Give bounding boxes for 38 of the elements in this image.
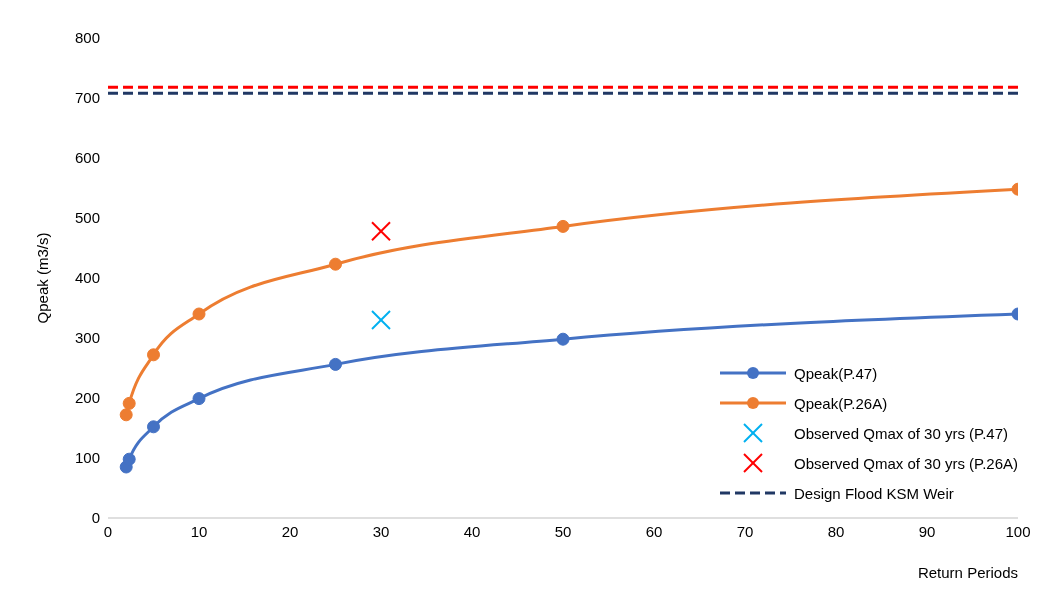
x-tick-label: 70: [736, 522, 754, 540]
y-tick-label: 500: [74, 209, 100, 227]
y-tick-label: 100: [74, 449, 100, 467]
x-tick-label: 100: [1005, 522, 1031, 540]
x-axis-title: Return Periods: [917, 564, 1018, 581]
x-tick-label: 90: [918, 522, 936, 540]
x-tick-label: 40: [463, 522, 481, 540]
point: [122, 452, 136, 466]
y-tick-label: 300: [74, 329, 100, 347]
legend-label: Observed Qmax of 30 yrs (P.26A): [794, 454, 1018, 472]
point: [556, 332, 570, 346]
point: [119, 408, 133, 422]
y-tick-label: 600: [74, 149, 100, 167]
y-tick-label: 700: [74, 89, 100, 107]
x-tick-label: 80: [827, 522, 845, 540]
x-tick-label: 30: [372, 522, 390, 540]
point: [147, 348, 160, 362]
point: [147, 420, 160, 434]
point: [192, 307, 206, 321]
y-tick-label: 200: [74, 389, 100, 407]
x-tick-label: 50: [554, 522, 572, 540]
y-tick-label: 400: [74, 269, 100, 287]
point: [122, 396, 136, 410]
point: [329, 357, 342, 371]
point: [329, 257, 342, 271]
legend-label: Design Flood KSM Weir: [794, 484, 954, 502]
point: [192, 392, 206, 406]
y-tick-label: 0: [91, 509, 100, 527]
point: [556, 219, 570, 233]
legend-label: Qpeak(P.26A): [794, 394, 888, 412]
x-tick-label: 20: [281, 522, 299, 540]
y-axis-title: Qpeak (m3/s): [34, 232, 52, 324]
x-tick-label: 60: [645, 522, 663, 540]
x-tick-label: 10: [190, 522, 208, 540]
legend-label: Qpeak(P.47): [794, 364, 878, 382]
x-tick-label: 0: [103, 522, 113, 540]
y-tick-label: 800: [74, 29, 100, 47]
legend-label: Observed Qmax of 30 yrs (P.47): [794, 424, 1008, 442]
